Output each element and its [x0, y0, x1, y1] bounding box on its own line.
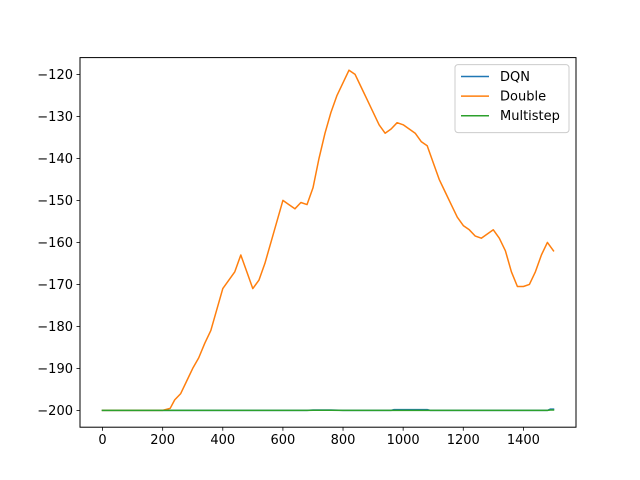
series-line-double [101, 69, 555, 412]
y-tick-label: −130 [37, 110, 73, 125]
x-tick-label: 1000 [387, 433, 420, 448]
legend-label-dqn: DQN [500, 70, 530, 85]
x-tick-label: 800 [331, 433, 356, 448]
legend: DQN Double Multistep [454, 64, 570, 134]
y-tick-label: −200 [37, 404, 73, 419]
y-tick-label: −170 [37, 278, 73, 293]
x-tick-label: 0 [98, 433, 106, 448]
y-tick-label: −140 [37, 152, 73, 167]
x-tick-label: 1400 [507, 433, 540, 448]
x-axis-ticks: 0 200 400 600 800 1000 1200 1400 [98, 427, 540, 448]
x-tick-label: 1200 [447, 433, 480, 448]
y-tick-label: −190 [37, 362, 73, 377]
legend-label-double: Double [500, 90, 546, 105]
y-tick-label: −120 [37, 68, 73, 83]
plot-frame [79, 57, 577, 428]
y-tick-label: −180 [37, 320, 73, 335]
x-tick-label: 400 [210, 433, 235, 448]
x-tick-label: 200 [150, 433, 175, 448]
y-tick-label: −160 [37, 236, 73, 251]
x-tick-label: 600 [270, 433, 295, 448]
legend-label-multistep: Multistep [500, 109, 560, 124]
y-tick-label: −150 [37, 194, 73, 209]
series-lines [101, 69, 555, 412]
y-axis-ticks: −120 −130 −140 −150 −160 −170 −180 −190 −200 [37, 68, 80, 419]
